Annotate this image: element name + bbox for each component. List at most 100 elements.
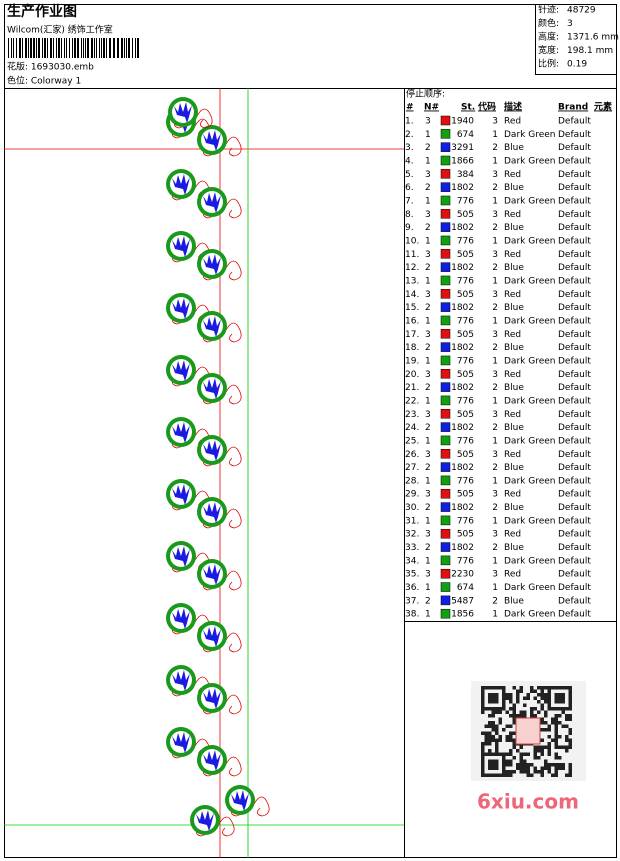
- qr-module: [481, 710, 485, 714]
- row-number: 10.: [405, 236, 419, 246]
- bar-stripe: [53, 38, 54, 58]
- qr-module: [526, 770, 530, 774]
- brand: Default: [558, 117, 591, 127]
- motif-flower: [203, 378, 221, 399]
- description: Red: [504, 530, 521, 540]
- qr-module: [554, 766, 558, 770]
- code: 1: [492, 236, 498, 246]
- qr-module: [512, 721, 516, 725]
- stitches: 776: [457, 476, 474, 486]
- qr-module: [540, 745, 544, 749]
- description: Red: [504, 117, 521, 127]
- needle: 2: [425, 343, 431, 353]
- qr-module: [568, 773, 572, 777]
- needle: 1: [425, 156, 431, 166]
- info-value: 0.19: [567, 60, 587, 70]
- brand: Default: [558, 503, 591, 513]
- title: 生产作业图: [7, 3, 77, 20]
- qr-module: [488, 749, 492, 753]
- code: 2: [492, 223, 498, 233]
- color-swatch: [440, 409, 451, 419]
- qr-module: [551, 717, 555, 721]
- qr-module: [568, 731, 572, 735]
- motif-flower: [203, 750, 221, 771]
- swirl: [218, 816, 235, 837]
- row-number: 23.: [405, 410, 419, 420]
- design-file: 花版: 1693030.emb: [7, 61, 94, 73]
- brand: Default: [558, 210, 591, 220]
- qr-module: [544, 693, 548, 697]
- qr-module: [505, 710, 509, 714]
- qr-module: [526, 766, 530, 770]
- qr-module: [540, 689, 544, 693]
- info-value: 198.1 mm: [567, 46, 613, 56]
- description: Red: [504, 250, 521, 260]
- bar-stripe: [22, 38, 23, 58]
- description: Blue: [504, 463, 524, 473]
- code: 3: [492, 450, 498, 460]
- brand: Default: [558, 463, 591, 473]
- color-swatch: [440, 382, 451, 392]
- description: Blue: [504, 303, 524, 313]
- qr-finder: [481, 686, 506, 711]
- bar-stripe: [61, 38, 62, 58]
- qr-module: [540, 766, 544, 770]
- swirl: [225, 198, 242, 219]
- description: Blue: [504, 503, 524, 513]
- bar-stripe: [135, 38, 136, 58]
- color-swatch: [440, 395, 451, 406]
- qr-module: [547, 735, 551, 739]
- qr-module: [530, 710, 534, 714]
- code: 1: [492, 356, 498, 366]
- qr-module: [516, 700, 520, 704]
- bar-stripe: [81, 38, 82, 58]
- qr-module: [544, 763, 548, 767]
- color-swatch: [440, 475, 451, 486]
- qr-module: [512, 703, 516, 707]
- brand: Default: [558, 583, 591, 593]
- qr-module: [540, 696, 544, 700]
- color-swatch: [440, 528, 451, 539]
- needle: 3: [425, 570, 431, 580]
- qr-module: [565, 735, 569, 739]
- qr-module: [551, 763, 555, 767]
- swirl: [225, 632, 242, 653]
- qr-module: [509, 700, 513, 704]
- brand: Default: [558, 490, 591, 500]
- stitches: 1802: [451, 463, 474, 473]
- code: 3: [492, 570, 498, 580]
- motif-flower: [172, 732, 190, 753]
- bar-stripe: [64, 38, 65, 58]
- qr-module: [505, 773, 509, 777]
- qr-module: [544, 710, 548, 714]
- swirl: [196, 108, 213, 129]
- qr-module: [516, 766, 520, 770]
- stitches: 1940: [451, 117, 474, 127]
- motif-flower: [203, 564, 221, 585]
- color-swatch: [440, 289, 451, 299]
- swirl: [225, 694, 242, 715]
- code: 1: [492, 396, 498, 406]
- swirl: [225, 508, 242, 529]
- description: Red: [504, 410, 521, 420]
- needle: 1: [425, 476, 431, 486]
- qr-module: [554, 745, 558, 749]
- stitches: 505: [457, 210, 474, 220]
- bar-stripe: [109, 38, 111, 58]
- code: 2: [492, 503, 498, 513]
- stitches: 1802: [451, 423, 474, 433]
- qr-module: [519, 714, 523, 718]
- description: Blue: [504, 263, 524, 273]
- bar-stripe: [44, 38, 46, 58]
- color-swatch: [440, 222, 451, 232]
- description: Red: [504, 450, 521, 460]
- stitches: 776: [457, 436, 474, 446]
- motif-flower: [203, 440, 221, 461]
- qr-module: [558, 714, 562, 718]
- brand: Default: [558, 223, 591, 233]
- description: Dark Green: [504, 156, 555, 166]
- row-number: 22.: [405, 396, 419, 406]
- bar-stripe: [137, 38, 139, 58]
- bar-stripe: [56, 38, 57, 58]
- qr-module: [554, 763, 558, 767]
